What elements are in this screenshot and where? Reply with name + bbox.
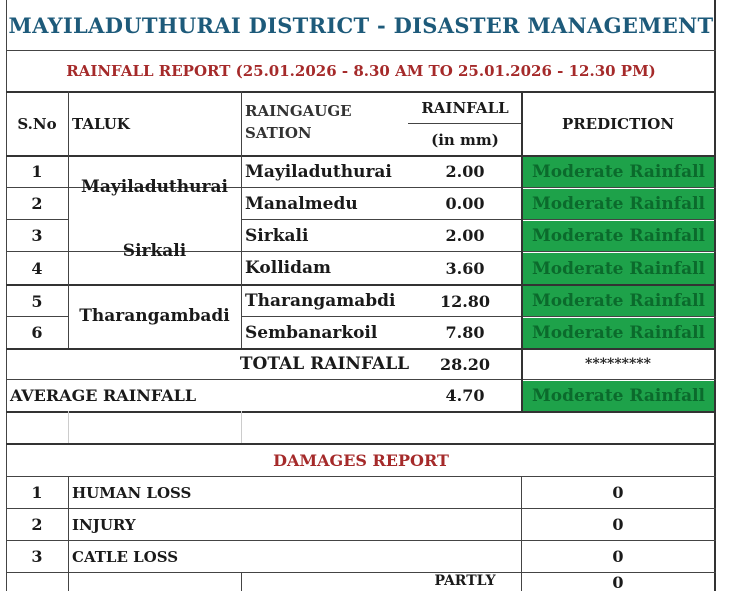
row-station: Manalmedu [245,193,358,214]
damage-sno: 3 [31,547,43,566]
row-station: Sirkali [245,225,309,246]
row-rainfall: 2.00 [445,226,485,245]
damages-report-title: DAMAGES REPORT [273,451,449,470]
report-subtitle: RAINFALL REPORT (25.01.2026 - 8.30 AM TO… [66,62,656,80]
total-prediction: ********* [585,356,651,372]
prediction-badge: Moderate Rainfall [523,286,714,316]
row-station: Tharangamabdi [245,291,396,311]
damage-item: HUMAN LOSS [72,483,192,502]
taluk-sirkali: Sirkali [122,241,187,261]
row-sno: 4 [31,258,43,278]
header-station-line2: SATION [245,124,312,142]
header-station-line1: RAINGAUGE [245,102,352,120]
row-rainfall: 3.60 [445,258,485,278]
header-taluk: TALUK [72,114,130,133]
header-unit: (in mm) [431,130,499,149]
header-prediction: PREDICTION [561,114,675,133]
damage-value: 0 [612,515,624,534]
damage-value: 0 [612,547,624,566]
prediction-badge: Moderate Rainfall [523,221,714,251]
row-sno: 3 [31,226,43,245]
row-rainfall: 0.00 [445,194,485,213]
damage-item: CATLE LOSS [72,547,179,566]
average-prediction-badge: Moderate Rainfall [523,381,714,411]
row-station: Mayiladuthurai [245,161,392,182]
row-rainfall: 2.00 [445,162,485,181]
average-rainfall-value: 4.70 [445,386,485,405]
row-sno: 1 [31,162,43,181]
row-sno: 6 [31,323,43,342]
row-station: Kollidam [245,258,332,278]
damage-value: 0 [612,483,624,502]
page-title: MAYILADUTHURAI DISTRICT - DISASTER MANAG… [8,12,714,38]
row-sno: 5 [31,291,43,311]
damage-partly-label: PARTLY [434,573,496,589]
prediction-badge: Moderate Rainfall [523,318,714,348]
total-rainfall-value: 28.20 [439,354,491,374]
damage-item: INJURY [72,515,136,534]
row-station: Sembanarkoil [245,322,378,343]
prediction-badge: Moderate Rainfall [523,189,714,219]
average-rainfall-label: AVERAGE RAINFALL [10,386,197,405]
row-rainfall: 12.80 [439,291,491,311]
row-rainfall: 7.80 [445,323,485,342]
prediction-badge: Moderate Rainfall [523,253,714,284]
damage-sno: 2 [31,515,43,534]
row-sno: 2 [31,194,43,213]
taluk-tharangambadi: Tharangambadi [79,306,230,326]
header-sno: S.No [17,114,57,133]
prediction-badge: Moderate Rainfall [523,157,714,187]
total-rainfall-label: TOTAL RAINFALL [239,354,410,374]
damage-partly-value: 0 [612,573,624,592]
taluk-mayiladuthurai: Mayiladuthurai [81,177,228,197]
damage-sno: 1 [31,483,43,502]
header-rainfall: RAINFALL [421,98,509,117]
